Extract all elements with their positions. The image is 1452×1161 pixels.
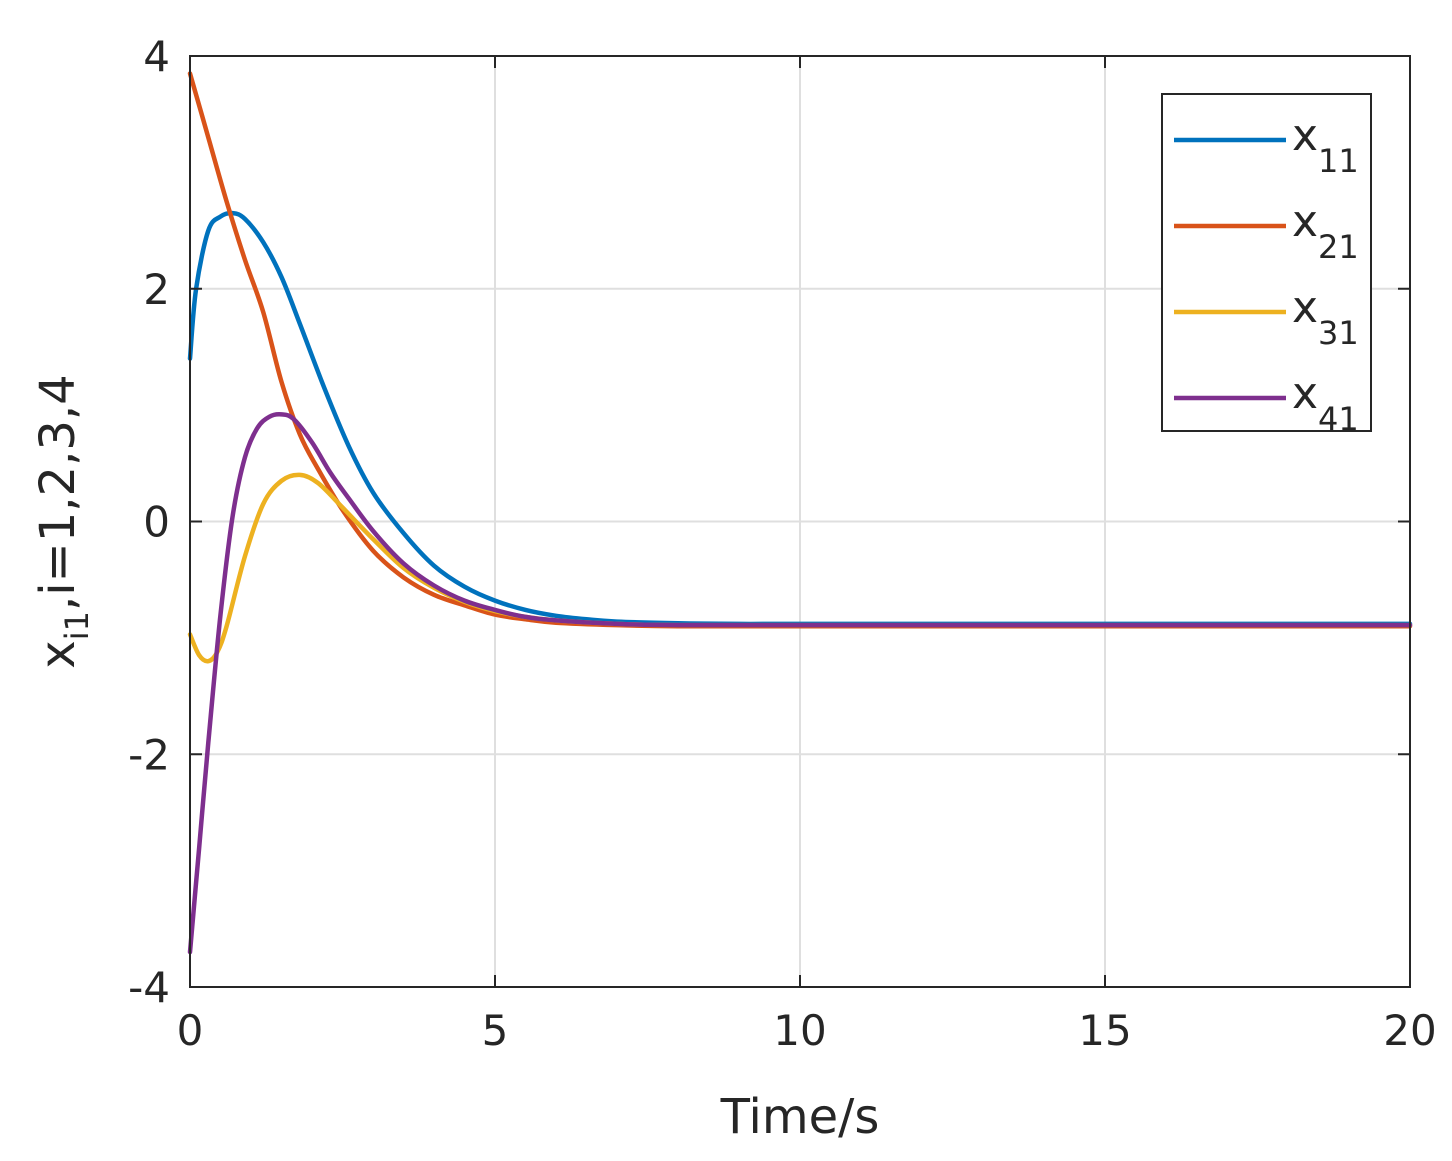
y-axis-label-sub: i1: [58, 611, 96, 640]
legend-label: x11: [1292, 110, 1359, 180]
legend-label-sub: 21: [1318, 228, 1359, 266]
x-tick-label: 20: [1383, 1006, 1436, 1055]
y-tick-label: 4: [143, 32, 170, 81]
y-tick-label: -4: [128, 963, 170, 1012]
y-tick-label: -2: [128, 730, 170, 779]
x-tick-label: 0: [177, 1006, 204, 1055]
legend-item-x41: x41: [1174, 368, 1359, 438]
legend-label-sub: 31: [1318, 314, 1359, 352]
y-axis-label: xi1,i=1,2,3,4: [30, 374, 96, 668]
ticks: [189, 55, 1411, 988]
series-line-x41: [187, 412, 1413, 955]
legend-item-x21: x21: [1174, 196, 1359, 266]
x-axis-label: Time/s: [720, 1089, 880, 1145]
y-axis-label-base: x: [30, 640, 86, 668]
legend-label: x21: [1292, 196, 1359, 266]
legend-label: x41: [1292, 368, 1359, 438]
tick-labels: 0 5 10 15 20 -4 -2 0 2 4: [128, 32, 1437, 1055]
y-tick-label: 2: [143, 265, 170, 314]
x-tick-label: 15: [1078, 1006, 1131, 1055]
legend-label: x31: [1292, 282, 1359, 352]
legend-box: [1161, 93, 1372, 432]
y-tick-label: 0: [143, 498, 170, 547]
legend-label-sub: 41: [1318, 400, 1359, 438]
legend-item-x11: x11: [1174, 110, 1359, 180]
legend-label-base: x: [1292, 282, 1318, 333]
legend-label-base: x: [1292, 368, 1318, 419]
legend-item-x31: x31: [1174, 282, 1359, 352]
y-axis-label-suffix: ,i=1,2,3,4: [30, 374, 86, 611]
x-tick-label: 5: [482, 1006, 509, 1055]
legend-label-base: x: [1292, 110, 1318, 161]
plot-lines: [187, 71, 1413, 955]
x-tick-label: 10: [773, 1006, 826, 1055]
legend-label-base: x: [1292, 196, 1318, 247]
legend-label-sub: 11: [1318, 142, 1359, 180]
